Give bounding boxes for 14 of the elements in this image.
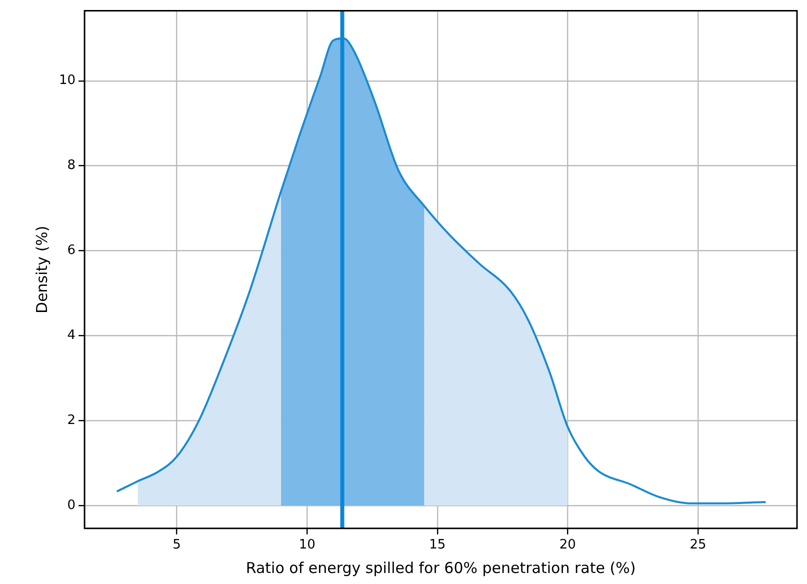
y-tick-label: 6: [67, 243, 76, 258]
y-tick-label: 8: [67, 158, 76, 174]
y-tick-label: 4: [67, 328, 76, 343]
x-tick-label: 15: [429, 538, 446, 553]
line-series: [116, 37, 767, 504]
x-axis-title: Ratio of energy spilled for 60% penetration rate (%): [246, 558, 636, 577]
y-axis-title: Density (%): [32, 226, 51, 314]
y-tick-label: 10: [58, 73, 76, 88]
x-tick-label: 10: [298, 538, 316, 553]
x-tick-label: 5: [172, 538, 181, 553]
y-tick-label: 2: [67, 412, 76, 428]
y-tick-label: 0: [67, 498, 76, 513]
x-tick-label: 25: [690, 538, 706, 553]
x-tick-label: 20: [559, 538, 576, 553]
